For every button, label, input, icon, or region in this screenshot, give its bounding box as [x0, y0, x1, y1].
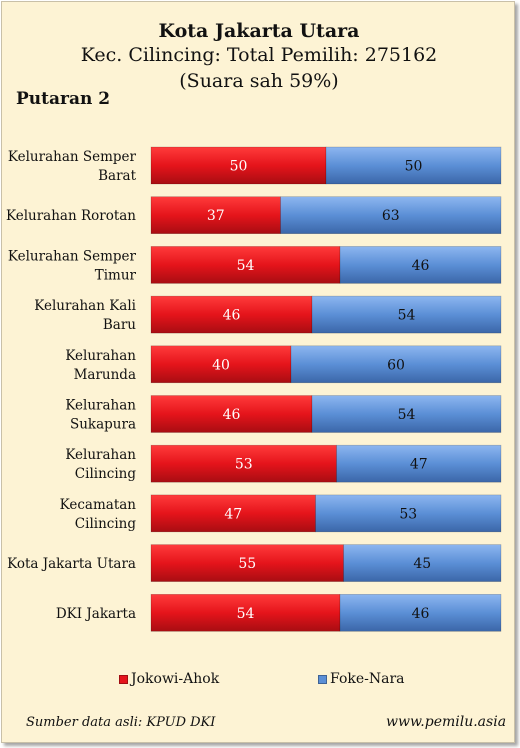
- legend-item-foke: Foke-Nara: [318, 671, 405, 687]
- data-label: 47: [224, 506, 242, 522]
- category-label: Barat: [98, 168, 136, 184]
- legend-swatch-blue: [318, 674, 327, 684]
- category-label: Kelurahan: [65, 348, 136, 364]
- bar-jokowi: [150, 345, 292, 384]
- legend-swatch-red: [119, 674, 128, 684]
- bar-foke: [290, 345, 502, 384]
- category-label: Timur: [95, 267, 137, 283]
- category-label: Kelurahan Semper: [8, 248, 137, 264]
- bar-jokowi: [150, 395, 313, 433]
- website-label: www.pemilu.asia: [386, 714, 507, 730]
- category-label: Cilincing: [75, 466, 137, 482]
- bar-jokowi: [150, 593, 341, 632]
- chart-title: Kota Jakarta Utara: [158, 20, 360, 42]
- category-label: Kelurahan: [65, 398, 136, 414]
- bar-jokowi: [150, 196, 281, 234]
- data-label: 63: [382, 208, 400, 224]
- category-label: Marunda: [74, 367, 136, 383]
- data-label: 46: [412, 606, 430, 622]
- bar-foke: [336, 444, 502, 483]
- category-label: Kelurahan: [65, 447, 136, 463]
- bar-foke: [311, 395, 502, 433]
- bar-jokowi: [150, 246, 341, 284]
- bar-foke: [325, 146, 502, 185]
- bar-foke: [339, 246, 502, 284]
- data-label: 60: [387, 357, 405, 373]
- data-label: 50: [230, 159, 248, 175]
- data-label: 37: [207, 208, 225, 224]
- bar-jokowi: [150, 146, 327, 185]
- category-label: DKI Jakarta: [56, 606, 136, 622]
- bar-jokowi: [150, 494, 316, 533]
- bar-foke: [315, 494, 502, 533]
- data-label: 54: [398, 308, 416, 324]
- legend-label: Jokowi-Ahok: [131, 671, 220, 687]
- bar-jokowi: [150, 544, 344, 582]
- category-label: Kelurahan Rorotan: [6, 208, 136, 224]
- data-label: 53: [235, 457, 253, 473]
- data-label: 46: [223, 407, 241, 423]
- data-label: 40: [212, 357, 230, 373]
- data-label: 54: [398, 407, 416, 423]
- data-label: 53: [399, 506, 417, 522]
- legend-item-jokowi: Jokowi-Ahok: [119, 671, 219, 687]
- bar-jokowi: [150, 444, 337, 483]
- legend-label: Foke-Nara: [330, 671, 405, 687]
- chart-subtitle: Kec. Cilincing: Total Pemilih: 275162: [80, 44, 438, 66]
- data-label: 54: [237, 258, 255, 274]
- category-label: Sukapura: [70, 417, 136, 433]
- bar-foke: [280, 196, 502, 234]
- data-label: 54: [237, 606, 255, 622]
- bar-foke: [311, 295, 502, 334]
- data-label: 55: [238, 556, 256, 572]
- category-label: Kelurahan Semper: [8, 149, 137, 165]
- bar-jokowi: [150, 295, 313, 334]
- category-label: Kelurahan Kali: [34, 298, 136, 314]
- source-note: Sumber data asli: KPUD DKI: [26, 715, 216, 730]
- data-label: 45: [413, 556, 431, 572]
- data-label: 46: [223, 308, 241, 324]
- bar-foke: [339, 593, 502, 632]
- data-label: 46: [412, 258, 430, 274]
- category-label: Baru: [103, 317, 136, 333]
- bar-foke: [343, 544, 502, 582]
- data-label: 50: [405, 159, 423, 175]
- category-label: Kecamatan: [60, 497, 137, 513]
- category-label: Kota Jakarta Utara: [7, 556, 136, 572]
- round-label: Putaran 2: [16, 89, 111, 109]
- category-label: Cilincing: [75, 516, 137, 532]
- data-label: 47: [410, 457, 428, 473]
- valid-votes-note: (Suara sah 59%): [179, 70, 339, 92]
